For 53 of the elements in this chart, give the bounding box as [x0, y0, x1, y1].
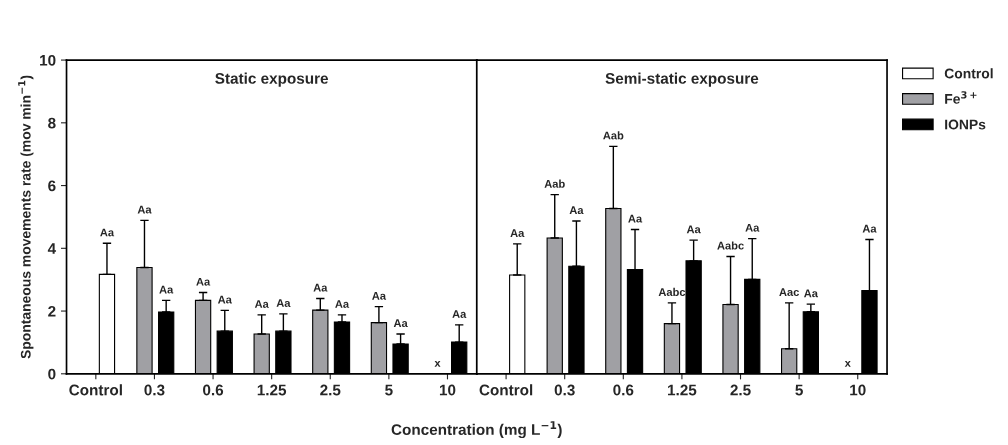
y-tick-label: 10: [40, 54, 56, 66]
annotation: Aa: [276, 299, 291, 307]
annotation: Aa: [510, 229, 525, 238]
x-tick-label: 5: [385, 384, 393, 396]
text: Semi-static exposure: [605, 72, 759, 87]
x-tick-label: 1.25: [257, 384, 287, 396]
x-tick-label: Control: [69, 384, 122, 396]
legend-label: IONPs: [945, 119, 986, 130]
annotation: Aa: [745, 223, 760, 232]
legend-label: Fe$^{3+}$: [945, 91, 977, 104]
annotation: Aa: [569, 206, 584, 215]
annotation: Aa: [686, 225, 701, 234]
x-tick-label: 2.5: [320, 384, 341, 396]
annotation: Aa: [862, 224, 877, 233]
x-tick-label: Control: [479, 384, 533, 396]
y-axis-title: Spontaneous movements rate (mov min$^{−1}$): [18, 75, 34, 359]
y-tick-label: 4: [47, 243, 57, 254]
annotation: Aa: [804, 289, 819, 298]
annotation: Aa: [217, 295, 232, 304]
annotation: Aa: [137, 205, 152, 214]
x-tick-label: 0.6: [203, 384, 224, 396]
annotation: Aa: [313, 283, 328, 292]
x-tick-label: 0.6: [613, 384, 634, 396]
annotation: Aab: [603, 131, 624, 140]
text: Static exposure: [215, 72, 329, 87]
x-tick-label: 1.25: [668, 384, 697, 396]
y-tick-label: 0: [48, 368, 56, 380]
x-tick-label: 2.5: [730, 384, 751, 396]
text: x: [434, 360, 441, 367]
annotation: Aa: [628, 214, 643, 223]
y-tick-label: 2: [48, 305, 56, 317]
annotation: Aa: [452, 310, 467, 318]
text: x: [844, 360, 851, 367]
annotation: Aab: [544, 179, 565, 188]
x-tick-label: 0.3: [554, 384, 575, 396]
x-tick-label: 0.3: [144, 384, 165, 396]
annotation: Aa: [159, 285, 174, 294]
annotation: Aa: [372, 292, 387, 300]
legend-label: Control: [944, 68, 993, 79]
x-tick-label: 5: [795, 384, 803, 396]
annotation: Aabc: [717, 241, 744, 250]
annotation: Aa: [254, 300, 269, 308]
y-tick-label: 6: [48, 180, 56, 192]
x-axis-title: Concentration (mg L$^{−1}$): [391, 421, 562, 439]
annotation: Aa: [196, 277, 211, 286]
annotation: Aa: [393, 319, 408, 328]
x-tick-label: 10: [850, 384, 866, 396]
x-tick-label: 10: [439, 384, 456, 396]
annotation: Aa: [100, 228, 115, 237]
annotation: Aa: [335, 300, 350, 308]
y-tick-label: 8: [48, 117, 56, 129]
annotation: Aabc: [658, 287, 686, 296]
annotation: Aac: [779, 288, 800, 296]
